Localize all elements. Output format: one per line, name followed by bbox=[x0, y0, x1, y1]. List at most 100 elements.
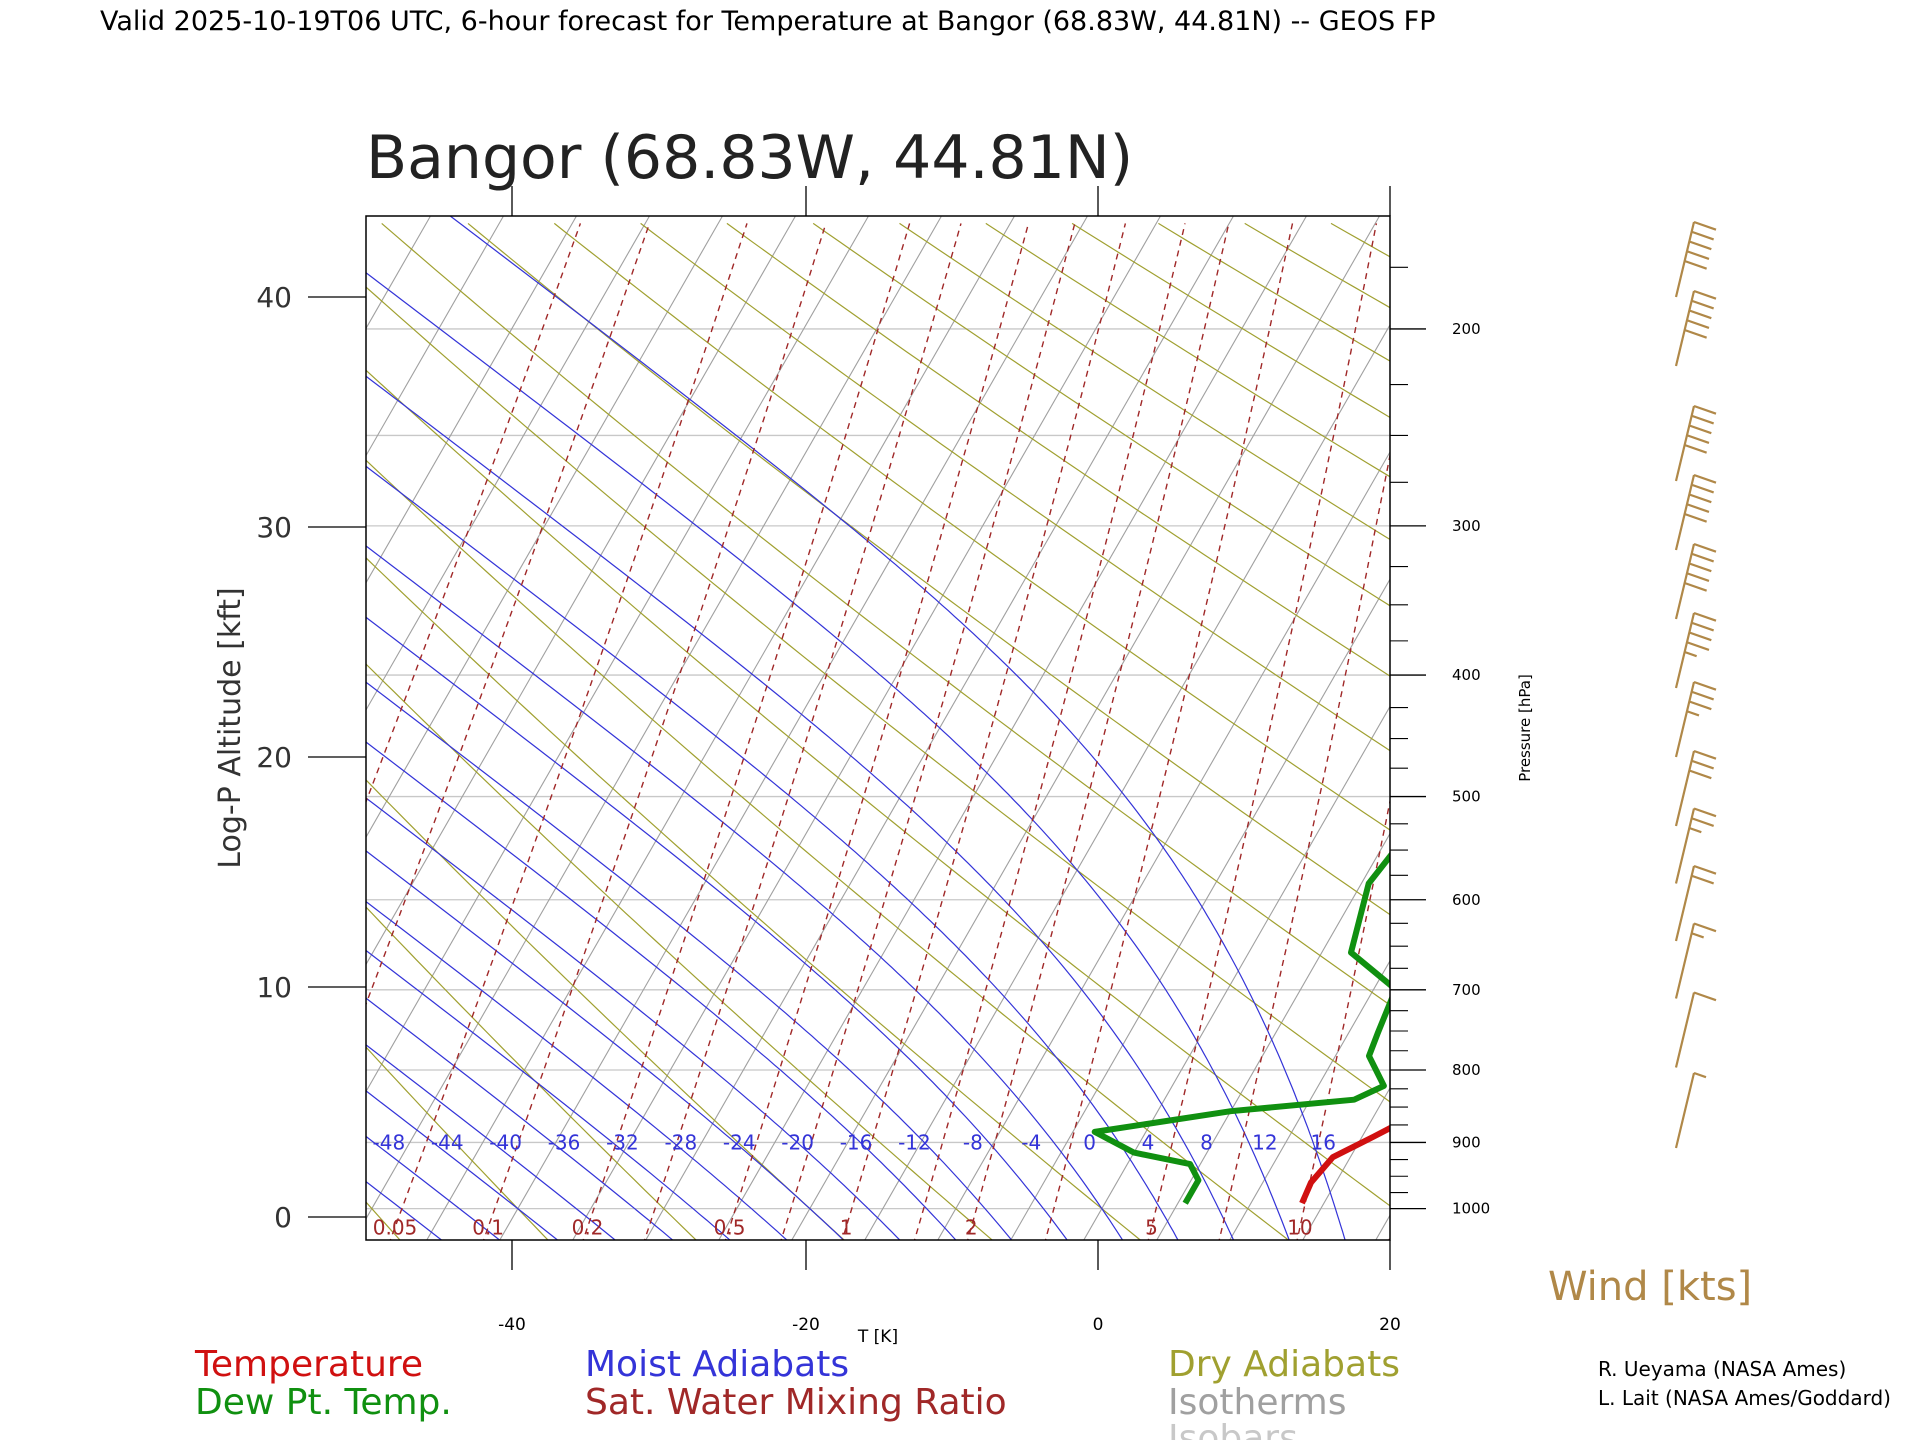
wind-barb bbox=[1676, 544, 1716, 619]
legend-dewpoint: Dew Pt. Temp. bbox=[195, 1382, 452, 1423]
isotherm-line bbox=[55, 217, 649, 1252]
dry-adiabat-line bbox=[0, 223, 552, 1244]
moist-adiabat-lines bbox=[0, 214, 1349, 1255]
isobar-lines bbox=[366, 329, 1390, 1209]
wind-barb bbox=[1676, 406, 1716, 481]
moist-adiabat-label: 12 bbox=[1252, 1130, 1277, 1154]
legend: Temperature Dew Pt. Temp. Moist Adiabats… bbox=[194, 1344, 1400, 1440]
pressure-tick-label: 300 bbox=[1452, 517, 1481, 535]
moist-adiabat-line bbox=[289, 214, 1295, 1255]
moist-adiabat-label: -8 bbox=[963, 1130, 983, 1154]
moist-adiabat-label: -24 bbox=[723, 1130, 756, 1154]
isotherm-line bbox=[420, 217, 1014, 1252]
isotherm-line bbox=[201, 217, 795, 1252]
moist-adiabat-line bbox=[0, 634, 633, 1255]
isotherm-line bbox=[0, 217, 138, 1252]
mixing-ratio-line bbox=[643, 223, 961, 1244]
mixing-ratio-line bbox=[1803, 223, 1900, 1244]
isotherm-line bbox=[1296, 217, 1890, 1252]
mixing-ratio-label: 0.05 bbox=[373, 1215, 418, 1239]
dry-adiabat-line bbox=[123, 223, 1295, 1244]
chart-title: Bangor (68.83W, 44.81N) bbox=[366, 123, 1133, 193]
pressure-tick-label: 800 bbox=[1452, 1061, 1481, 1079]
x-axis-label: T [K] bbox=[857, 1327, 898, 1347]
moist-adiabat-label: -20 bbox=[781, 1130, 814, 1154]
isotherm-line bbox=[0, 217, 65, 1252]
mixing-ratio-line bbox=[482, 223, 826, 1244]
mixing-ratio-line bbox=[780, 223, 1075, 1244]
pressure-axis-label: Pressure [hPa] bbox=[1516, 674, 1534, 782]
dry-adiabat-line bbox=[1072, 223, 1920, 1244]
isotherm-line bbox=[0, 217, 576, 1252]
wind-barb bbox=[1676, 222, 1716, 297]
y-tick-label: 20 bbox=[256, 741, 292, 774]
legend-mixing: Sat. Water Mixing Ratio bbox=[585, 1382, 1007, 1423]
wind-label: Wind [kts] bbox=[1548, 1264, 1752, 1310]
legend-temperature: Temperature bbox=[194, 1344, 423, 1385]
mixing-ratio-line bbox=[193, 223, 580, 1244]
credits: R. Ueyama (NASA Ames) L. Lait (NASA Ames… bbox=[1598, 1357, 1891, 1410]
dry-adiabat-line bbox=[986, 223, 1920, 1244]
mixing-ratio-line bbox=[389, 223, 747, 1244]
moist-adiabat-line bbox=[0, 421, 969, 1255]
dry-adiabat-line bbox=[641, 223, 1920, 1244]
y-tick-label: 40 bbox=[256, 281, 292, 314]
moist-adiabat-label: -4 bbox=[1021, 1130, 1041, 1154]
wind-barb bbox=[1676, 682, 1716, 757]
dry-adiabat-line bbox=[1158, 223, 1920, 1244]
dry-adiabat-line bbox=[468, 223, 1888, 1244]
dry-adiabat-line bbox=[727, 223, 1920, 1244]
credit-line-1: R. Ueyama (NASA Ames) bbox=[1598, 1357, 1846, 1381]
moist-adiabat-label: -32 bbox=[606, 1130, 639, 1154]
mixing-ratio-line bbox=[913, 223, 1185, 1244]
wind-barb bbox=[1676, 993, 1716, 1068]
mixing-ratio-line bbox=[724, 223, 1028, 1244]
dry-adiabat-lines bbox=[0, 223, 1920, 1244]
mixing-ratio-label: 0.5 bbox=[714, 1215, 746, 1239]
pressure-tick-label: 200 bbox=[1452, 320, 1481, 338]
plot-frame bbox=[366, 216, 1390, 1240]
credit-line-2: L. Lait (NASA Ames/Goddard) bbox=[1598, 1386, 1891, 1410]
legend-isobars: Isobars bbox=[1168, 1418, 1298, 1440]
x-tick-label: -40 bbox=[498, 1315, 526, 1335]
mixing-ratio-line bbox=[1044, 223, 1292, 1244]
wind-barb bbox=[1676, 924, 1716, 999]
moist-adiabat-label: 4 bbox=[1142, 1130, 1155, 1154]
pressure-tick-label: 600 bbox=[1452, 891, 1481, 909]
isotherm-line bbox=[347, 217, 941, 1252]
mixing-ratio-line bbox=[1218, 223, 1434, 1244]
isotherm-line bbox=[1004, 217, 1598, 1252]
moist-adiabat-label: -12 bbox=[898, 1130, 931, 1154]
isotherm-line bbox=[712, 217, 1306, 1252]
isotherm-lines bbox=[0, 217, 1920, 1252]
isotherm-line bbox=[785, 217, 1379, 1252]
moist-adiabat-line bbox=[152, 214, 1240, 1255]
dry-adiabat-line bbox=[1331, 223, 1920, 1244]
dry-adiabat-line bbox=[900, 223, 1920, 1244]
dewpoint-line bbox=[1095, 228, 1555, 1203]
mixing-ratio-line bbox=[274, 223, 650, 1244]
moist-adiabat-label: -16 bbox=[840, 1130, 873, 1154]
moist-adiabat-label: -28 bbox=[665, 1130, 698, 1154]
mixing-ratio-line bbox=[1296, 223, 1497, 1244]
mixing-ratio-label: 2 bbox=[965, 1215, 978, 1239]
moist-adiabat-line bbox=[0, 599, 690, 1255]
y-tick-label: 0 bbox=[274, 1201, 292, 1234]
mixing-ratio-line bbox=[967, 223, 1229, 1244]
moist-adiabat-label: -36 bbox=[548, 1130, 581, 1154]
moist-adiabat-label: 16 bbox=[1311, 1130, 1336, 1154]
wind-barb bbox=[1676, 613, 1716, 688]
legend-isotherms: Isotherms bbox=[1168, 1382, 1346, 1423]
moist-adiabat-line bbox=[447, 214, 1349, 1255]
temperature-line bbox=[1302, 228, 1803, 1203]
dry-adiabat-line bbox=[0, 223, 404, 1244]
x-tick-label: 20 bbox=[1379, 1315, 1401, 1335]
mixing-ratio-label: 0.1 bbox=[472, 1215, 504, 1239]
header-title: Valid 2025-10-19T06 UTC, 6-hour forecast… bbox=[100, 6, 1436, 37]
dry-adiabat-line bbox=[37, 223, 1146, 1244]
legend-dry: Dry Adiabats bbox=[1168, 1344, 1400, 1385]
